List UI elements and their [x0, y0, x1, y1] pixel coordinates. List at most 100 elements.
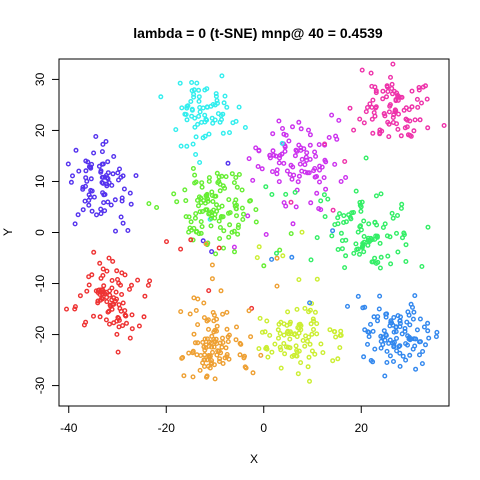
data-point — [413, 366, 419, 372]
data-point — [192, 172, 198, 178]
data-point — [285, 309, 291, 315]
data-point — [299, 156, 305, 162]
data-point — [146, 201, 152, 207]
data-point — [100, 287, 106, 293]
data-point — [390, 61, 396, 67]
data-point — [171, 191, 177, 197]
data-point — [120, 173, 126, 179]
data-point — [200, 238, 206, 244]
data-point — [299, 168, 305, 174]
data-point — [253, 207, 259, 213]
data-point — [253, 219, 259, 225]
data-point — [233, 174, 239, 180]
data-point — [357, 251, 363, 257]
data-point — [86, 274, 92, 280]
data-point — [196, 98, 202, 104]
data-point — [241, 353, 247, 359]
data-point — [86, 202, 92, 208]
data-point — [191, 331, 197, 337]
chart-title: lambda = 0 (t-SNE) mnp@ 40 = 0.4539 — [133, 25, 383, 41]
data-point — [256, 346, 262, 352]
data-point — [235, 222, 241, 228]
data-point — [279, 140, 285, 146]
data-point — [412, 117, 418, 123]
data-point — [282, 351, 288, 357]
data-point — [237, 340, 243, 346]
data-point — [126, 286, 132, 292]
data-point — [231, 228, 237, 234]
data-point — [239, 205, 245, 211]
series-cluster-green-right — [263, 155, 431, 271]
data-point — [208, 340, 214, 346]
data-point — [406, 334, 412, 340]
data-point — [202, 352, 208, 358]
data-point — [371, 110, 377, 116]
data-point — [398, 133, 404, 139]
data-point — [276, 335, 282, 341]
data-point — [281, 341, 287, 347]
data-point — [216, 218, 222, 224]
data-point — [202, 347, 208, 353]
data-point — [290, 164, 296, 170]
data-point — [334, 136, 340, 142]
data-point — [233, 213, 239, 219]
data-point — [100, 190, 106, 196]
data-point — [292, 153, 298, 159]
data-point — [250, 177, 256, 183]
data-point — [310, 316, 316, 322]
data-point — [314, 235, 320, 241]
data-point — [369, 83, 375, 89]
data-point — [207, 353, 213, 359]
data-point — [219, 173, 225, 179]
data-point — [387, 323, 393, 329]
data-point — [104, 294, 110, 300]
data-point — [102, 291, 108, 297]
x-tick-label: -40 — [60, 421, 78, 435]
data-point — [393, 324, 399, 330]
data-point — [287, 171, 293, 177]
data-point — [206, 131, 212, 137]
data-point — [290, 124, 296, 130]
data-point — [68, 179, 74, 185]
data-point — [256, 148, 262, 154]
data-point — [368, 70, 374, 76]
data-point — [204, 191, 210, 197]
data-point — [405, 309, 411, 315]
data-point — [215, 180, 221, 186]
data-point — [177, 80, 183, 86]
data-point — [312, 149, 318, 155]
data-point — [276, 179, 282, 185]
data-point — [412, 293, 418, 299]
data-point — [224, 104, 230, 110]
data-point — [203, 241, 209, 247]
data-point — [122, 308, 128, 314]
data-point — [421, 324, 427, 330]
data-point — [182, 187, 188, 193]
data-point — [209, 349, 215, 355]
data-point — [306, 127, 312, 133]
data-point — [343, 253, 349, 259]
data-point — [63, 306, 69, 312]
data-point — [373, 90, 379, 96]
data-point — [220, 130, 226, 136]
data-point — [408, 301, 414, 307]
data-point — [178, 246, 184, 252]
data-point — [403, 105, 409, 111]
data-point — [270, 169, 276, 175]
data-point — [89, 161, 95, 167]
data-point — [246, 156, 252, 162]
data-point — [101, 200, 107, 206]
data-point — [280, 125, 286, 131]
data-point — [220, 361, 226, 367]
data-point — [231, 244, 237, 250]
data-point — [433, 334, 439, 340]
data-point — [109, 285, 115, 291]
data-point — [102, 174, 108, 180]
data-point — [280, 253, 286, 259]
data-point — [420, 349, 426, 355]
data-point — [302, 343, 308, 349]
data-point — [89, 208, 95, 214]
data-point — [250, 370, 256, 376]
data-point — [387, 353, 393, 359]
data-point — [341, 213, 347, 219]
